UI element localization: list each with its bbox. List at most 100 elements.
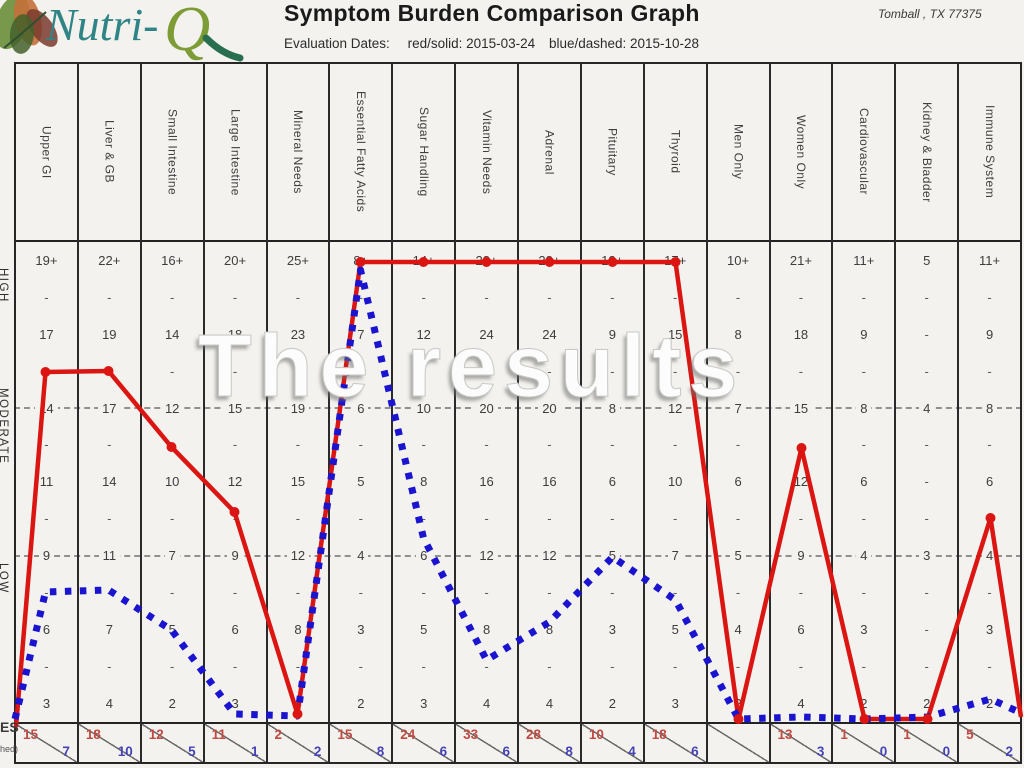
column-scale: 16+ - 14 - 12 - 10 - 7 - 5 - 2 xyxy=(142,242,203,722)
scale-dash: - xyxy=(673,289,678,305)
scale-cell: 6 xyxy=(959,463,1020,500)
scale-cell: 3 xyxy=(16,685,77,722)
scale-cell: 12 xyxy=(519,537,580,574)
page-title: Symptom Burden Comparison Graph xyxy=(284,0,700,26)
scale-dash: - xyxy=(673,363,678,379)
column-header: Liver & GB xyxy=(78,64,140,242)
scale-cell: - xyxy=(268,279,329,316)
scale-value: 3 xyxy=(231,695,239,711)
scale-value: 12 xyxy=(663,400,687,416)
scale-dash: - xyxy=(295,658,301,674)
scale-dash: - xyxy=(107,363,112,379)
scale-dash: - xyxy=(924,437,929,453)
scale-value: 6 xyxy=(608,474,616,490)
scale-value: 11+ xyxy=(853,252,875,268)
scale-dash: - xyxy=(232,585,238,601)
scale-dash: - xyxy=(421,363,426,379)
scale-cell: 9 xyxy=(582,316,643,353)
scale-value: 3 xyxy=(860,622,868,638)
scale-dash: - xyxy=(358,363,363,379)
score-blue-value: 5 xyxy=(188,744,196,759)
scale-dash: - xyxy=(107,658,112,674)
scale-cell: 18 xyxy=(771,316,832,353)
scale-cell: - xyxy=(16,279,77,316)
column-header: Thyroid xyxy=(644,64,706,242)
table-column: Immune System 11+ -9-8-6-4-3-2 5 2 xyxy=(959,64,1020,762)
scale-cell: 24 xyxy=(456,316,517,353)
scale-value: 17 xyxy=(98,400,121,416)
scale-cell: - xyxy=(708,427,769,464)
scale-value: 20 xyxy=(475,400,498,416)
scale-dash: - xyxy=(861,289,866,305)
scale-cell: - xyxy=(393,500,454,537)
scale-dash: - xyxy=(547,511,552,527)
scale-cell: 8 xyxy=(393,463,454,500)
scale-dash: - xyxy=(924,363,929,379)
scale-cell: - xyxy=(268,353,329,390)
scale-value: 23 xyxy=(290,326,306,342)
scale-dash: - xyxy=(987,289,992,305)
column-header: Mineral Needs xyxy=(267,64,329,242)
scale-value: 2 xyxy=(860,695,868,711)
scale-cell: - xyxy=(393,427,454,464)
scale-cell: 19 xyxy=(268,390,329,427)
column-header: Upper GI xyxy=(16,64,77,242)
score-blue-value: 3 xyxy=(816,744,825,759)
scale-cell: - xyxy=(833,279,894,316)
column-scale: 20+ - 18 - 15 - 12 - 9 - 6 - 3 xyxy=(205,242,266,722)
scale-cell: 3 xyxy=(205,685,266,722)
column-header-label: Kidney & Bladder xyxy=(919,101,934,203)
scale-cell: 4 xyxy=(896,390,957,427)
scale-cell: 3 xyxy=(330,611,391,648)
scale-cell: 2 xyxy=(582,685,643,722)
scale-value: 8 xyxy=(420,474,428,490)
scale-cell: 7 xyxy=(708,390,769,427)
scale-cell: - xyxy=(330,648,391,685)
scale-cell: 10 xyxy=(393,390,454,427)
symptom-burden-table: Upper GI 19+ -17-14-11-9-6-3 15 7 Liver & GB 2… xyxy=(14,62,1022,764)
scale-cell: - xyxy=(79,279,140,316)
scale-cell: 6 xyxy=(393,537,454,574)
table-column: Thyroid 17+ - 15 - 12 - 10 - 7 - 5 - 3 18 6 xyxy=(644,64,708,762)
scale-cell: 2 xyxy=(959,685,1020,722)
scale-cell: - xyxy=(205,353,266,390)
scale-value: 8 xyxy=(856,400,872,416)
scale-value: 9 xyxy=(608,326,616,342)
score-cell: 11 1 xyxy=(204,722,266,762)
scale-value: 6 xyxy=(797,622,805,638)
score-red-value: 24 xyxy=(400,727,416,742)
score-cell: 10 4 xyxy=(581,722,643,762)
scale-dash: - xyxy=(421,289,426,305)
table-column: Men Only 10+ - 8 - 7 - 6 - 5 - 4 - 2 xyxy=(707,64,771,762)
scale-cell: 3 xyxy=(393,685,454,722)
scale-value: 8 xyxy=(294,622,302,638)
scale-dash: - xyxy=(484,658,489,674)
score-blue-value: 8 xyxy=(565,744,573,759)
scale-cell: - xyxy=(393,648,454,685)
scale-cell: - xyxy=(142,279,203,316)
table-column: Cardiovascular 11+ -9-8-6-4-3-2 1 0 xyxy=(833,64,897,762)
scale-value: 2 xyxy=(923,695,931,711)
scale-cell: 11 xyxy=(79,537,140,574)
scale-dash: - xyxy=(798,511,804,527)
scale-value: 2 xyxy=(608,695,616,711)
scale-dash: - xyxy=(44,658,49,674)
scale-cell: - xyxy=(205,500,266,537)
scale-cell: 2 xyxy=(708,685,769,722)
scale-dash: - xyxy=(798,658,804,674)
scale-cell: 22+ xyxy=(79,242,140,279)
severity-label-low: LOW xyxy=(0,563,9,594)
scale-cell: - xyxy=(582,427,643,464)
scale-dash: - xyxy=(421,437,426,453)
location-label: Tomball , TX 77375 xyxy=(878,7,982,21)
scale-value: 28+ xyxy=(538,252,561,268)
scale-cell: 14 xyxy=(79,463,140,500)
scale-dash: - xyxy=(358,658,363,674)
scale-dash: - xyxy=(547,289,552,305)
leaf-icon xyxy=(0,0,58,54)
scale-dash: - xyxy=(170,289,175,305)
scale-cell: - xyxy=(582,500,643,537)
scale-cell: 8 xyxy=(833,390,894,427)
